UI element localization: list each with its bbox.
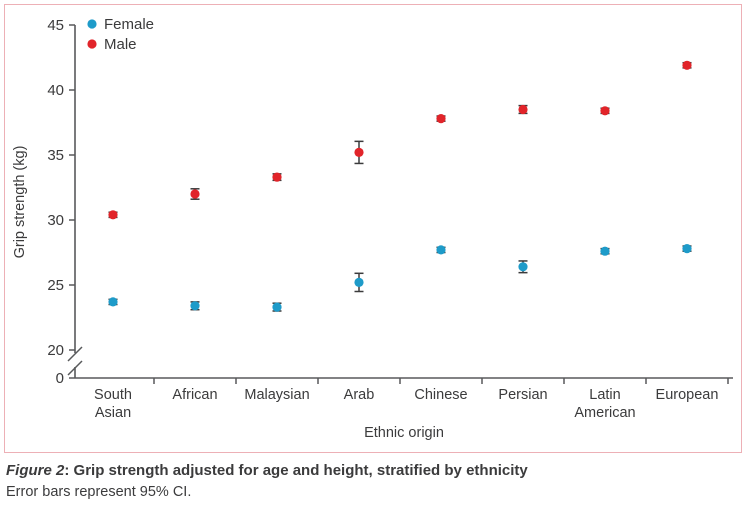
x-category-label-south-asian: South Asian: [94, 387, 132, 421]
data-point-male-european: [682, 60, 692, 70]
data-point-male-south-asian: [108, 210, 118, 220]
y-tick-label-0: 0: [56, 370, 64, 387]
y-tick-label-35: 35: [47, 147, 64, 164]
x-category-label-malaysian: Malaysian: [244, 387, 309, 403]
x-category-label-arab: Arab: [344, 387, 375, 403]
x-category-label-persian: Persian: [498, 387, 547, 403]
data-point-female-persian: [518, 262, 528, 272]
data-point-male-arab: [354, 147, 364, 157]
grip-strength-scatter-chart: 45 40 35 30 25 20 0 South Asian African Malaysian A…: [12, 16, 733, 441]
data-point-female-european: [682, 244, 692, 254]
x-category-label-chinese: Chinese: [414, 387, 467, 403]
data-point-female-arab: [354, 277, 364, 287]
x-axis-title: Ethnic origin: [364, 425, 444, 441]
x-category-label-african: African: [172, 387, 217, 403]
y-tick-label-45: 45: [47, 17, 64, 34]
legend-marker-female: [87, 19, 97, 29]
legend-label-male: Male: [104, 36, 137, 53]
data-point-female-african: [190, 301, 200, 311]
caption-note: Error bars represent 95% CI.: [6, 483, 192, 500]
data-point-female-south-asian: [108, 297, 118, 307]
data-point-male-african: [190, 189, 200, 199]
data-point-male-malaysian: [272, 172, 282, 182]
data-point-female-chinese: [436, 245, 446, 255]
axis-break-slash-upper: [67, 346, 83, 362]
y-tick-label-20: 20: [47, 342, 64, 359]
x-category-label-latin-american: Latin American: [574, 387, 635, 421]
x-category-label-european: European: [656, 387, 719, 403]
data-point-male-latin-american: [600, 106, 610, 116]
data-point-female-malaysian: [272, 302, 282, 312]
legend-marker-male: [87, 39, 97, 49]
y-tick-label-40: 40: [47, 82, 64, 99]
axis-break-slash-lower: [67, 360, 83, 376]
legend-label-female: Female: [104, 16, 154, 33]
y-tick-label-30: 30: [47, 212, 64, 229]
caption-figure-label: Figure 2: [6, 462, 65, 479]
y-tick-label-25: 25: [47, 277, 64, 294]
data-point-male-persian: [518, 104, 528, 115]
caption-title: Figure 2: Grip strength adjusted for age…: [6, 460, 746, 482]
data-point-male-chinese: [436, 114, 446, 124]
figure-caption: Figure 2: Grip strength adjusted for age…: [6, 460, 746, 503]
data-point-female-latin-american: [600, 246, 610, 256]
caption-title-text: : Grip strength adjusted for age and hei…: [64, 462, 528, 479]
y-axis-title: Grip strength (kg): [12, 146, 28, 259]
